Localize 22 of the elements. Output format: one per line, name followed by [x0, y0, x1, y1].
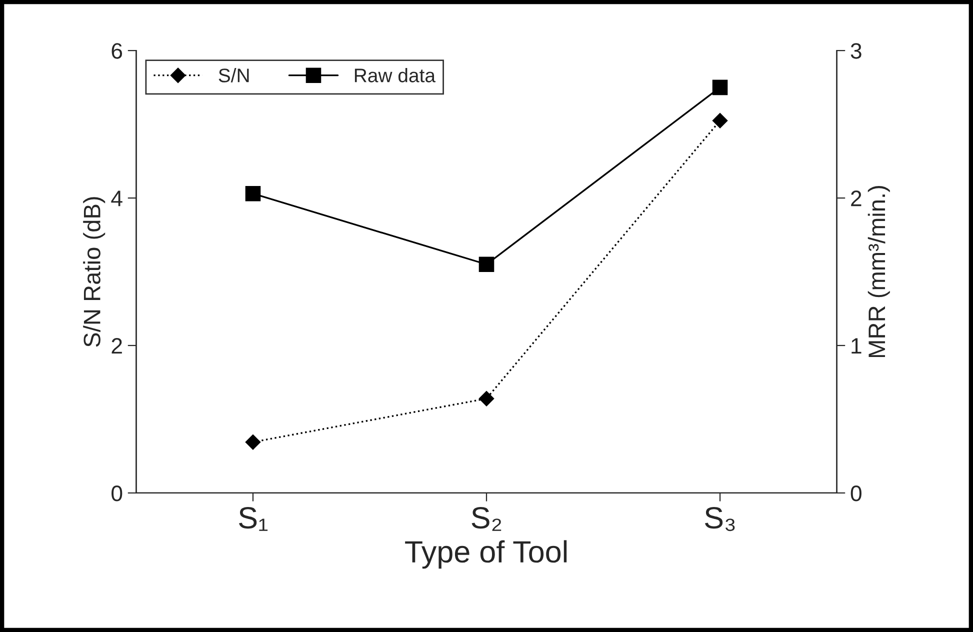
point — [712, 113, 728, 128]
x-tick-label: S₂ — [472, 506, 502, 531]
legend-label: Raw data — [354, 68, 436, 82]
x-tick-label: S₁ — [239, 506, 268, 531]
point — [478, 256, 494, 272]
point — [478, 391, 494, 406]
y-axis-title: S/N Ratio (dB) — [83, 197, 106, 347]
y2-axis-title: MRR (mm³/min.) — [868, 186, 890, 358]
x-axis-title: Type of Tool — [405, 540, 567, 569]
y2-tick-label: 1 — [852, 338, 862, 354]
y-tick-label: 6 — [112, 43, 122, 59]
y-tick-label: 4 — [111, 190, 122, 206]
y2-tick-label: 0 — [850, 485, 862, 502]
y-tick-label: 0 — [112, 485, 122, 502]
legend-label: S/N — [218, 68, 249, 82]
y2-tick-label: 2 — [851, 190, 862, 206]
y-tick-label: 2 — [112, 338, 122, 354]
point — [245, 434, 261, 450]
x-tick-label: S₃ — [705, 506, 735, 532]
point — [245, 186, 261, 202]
point — [712, 80, 728, 96]
y2-tick-label: 3 — [850, 43, 862, 59]
